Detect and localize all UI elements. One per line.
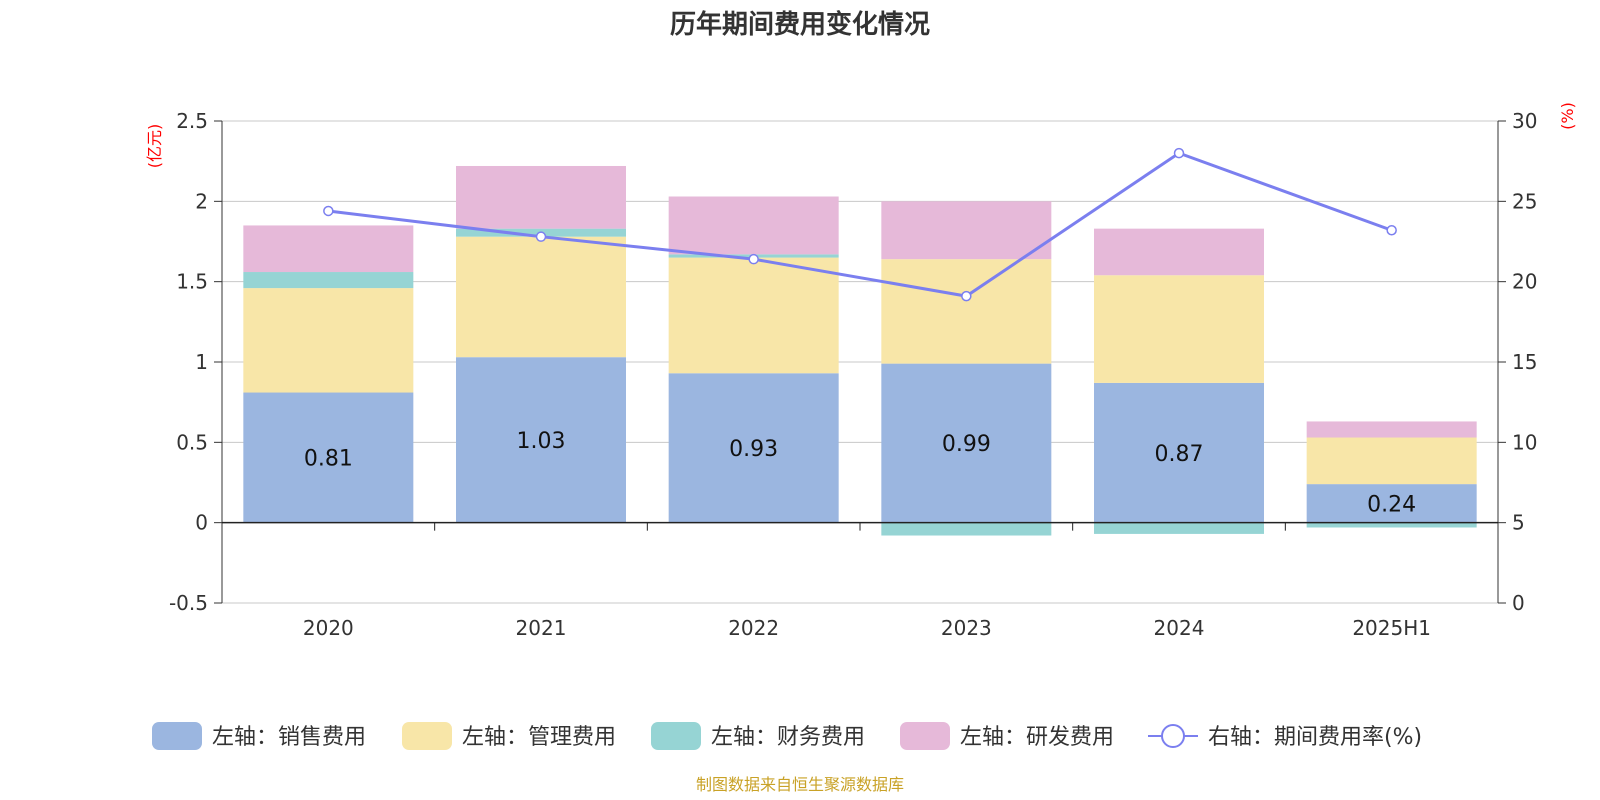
category-label: 2023 (941, 616, 992, 640)
legend-marker (1161, 724, 1185, 748)
bar-segment (1306, 522, 1477, 528)
chart-title: 历年期间费用变化情况 (670, 9, 930, 40)
bar-segment (1094, 522, 1264, 534)
bar-segment (456, 357, 626, 523)
bar-segment (1306, 421, 1477, 438)
bar-labels: 0.81 1.03 0.93 0.99 0.87 0.24 (304, 429, 1416, 517)
category-label: 2024 (1154, 616, 1205, 640)
left-axis-tick-label: 2 (195, 189, 208, 213)
legend-label: 左轴：管理费用 (462, 725, 616, 750)
rate-point (323, 205, 334, 217)
legend-label: 左轴：销售费用 (212, 725, 366, 750)
bar-value-label: 0.93 (729, 437, 778, 462)
left-axis-tick-label: 2.5 (176, 109, 208, 133)
bar-segment (456, 236, 626, 358)
legend: 左轴：销售费用 左轴：管理费用 左轴：财务费用 左轴：研发费用 右轴：期间费用率(%) (152, 722, 1422, 750)
bar-segment (881, 259, 1052, 364)
rate-point (535, 231, 547, 242)
rate-line (323, 147, 1397, 302)
left-axis-tick-label: -0.5 (169, 591, 208, 615)
category-label: 2021 (516, 616, 567, 640)
source-note: 制图数据来自恒生聚源数据库 (696, 775, 904, 794)
axes: 2.5 2 1.5 1 0.5 0 -0.5 30 25 20 15 10 5 0 2020 2021 2022… (169, 109, 1537, 640)
bar-segment (1306, 437, 1477, 485)
rate-point (748, 253, 759, 265)
rate-point (1386, 225, 1397, 236)
legend-label: 左轴：研发费用 (960, 725, 1114, 750)
bar-segment (243, 392, 414, 523)
bar-value-label: 0.87 (1155, 442, 1204, 467)
right-axis-tick-label: 30 (1512, 109, 1537, 133)
left-axis-tick-label: 0.5 (176, 430, 208, 454)
bar-value-label: 0.24 (1367, 492, 1416, 517)
bar-segment (243, 288, 414, 393)
right-axis-tick-label: 15 (1512, 350, 1537, 374)
right-axis-tick-label: 10 (1512, 430, 1537, 454)
bar-segment (1094, 275, 1264, 383)
bar-value-label: 0.81 (304, 447, 353, 472)
category-label: 2020 (303, 616, 354, 640)
rate-polyline (328, 151, 1393, 298)
bar-segment (1306, 484, 1477, 523)
left-axis-tick-label: 1 (195, 350, 208, 374)
bar-segment (243, 225, 414, 273)
right-axis-tick-label: 0 (1512, 591, 1525, 615)
bar-segment (456, 165, 626, 229)
legend-swatch (402, 722, 452, 750)
bars (243, 165, 1477, 536)
bar-value-label: 0.99 (942, 432, 991, 457)
left-axis-tick-label: 0 (195, 511, 208, 535)
bar-segment (881, 201, 1052, 260)
legend-label: 左轴：财务费用 (711, 725, 865, 750)
bar-segment (668, 196, 839, 255)
right-axis-unit: (%) (1558, 102, 1577, 130)
legend-swatch (900, 722, 950, 750)
right-axis-tick-label: 20 (1512, 270, 1537, 294)
category-label: 2022 (728, 616, 779, 640)
legend-label: 右轴：期间费用率(%) (1208, 725, 1422, 750)
category-label: 2025H1 (1352, 616, 1431, 640)
rate-point (1173, 147, 1185, 159)
rate-point (961, 290, 972, 302)
bar-segment (1094, 228, 1264, 276)
bar-value-label: 1.03 (517, 429, 566, 454)
bar-segment (243, 272, 414, 289)
legend-swatch (152, 722, 202, 750)
gridlines (222, 120, 1498, 604)
legend-swatch (651, 722, 701, 750)
right-axis-tick-label: 25 (1512, 189, 1537, 213)
left-axis-unit: (亿元) (145, 124, 164, 169)
right-axis-tick-label: 5 (1512, 511, 1525, 535)
bar-segment (881, 363, 1052, 523)
bar-segment (1094, 382, 1264, 523)
bar-segment (881, 522, 1052, 536)
bar-segment (668, 373, 839, 523)
left-axis-tick-label: 1.5 (176, 270, 208, 294)
bar-segment (668, 257, 839, 374)
